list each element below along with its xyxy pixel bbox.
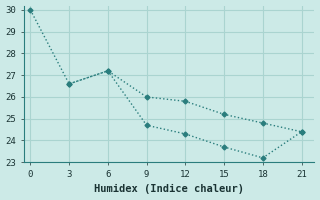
X-axis label: Humidex (Indice chaleur): Humidex (Indice chaleur) xyxy=(94,184,244,194)
